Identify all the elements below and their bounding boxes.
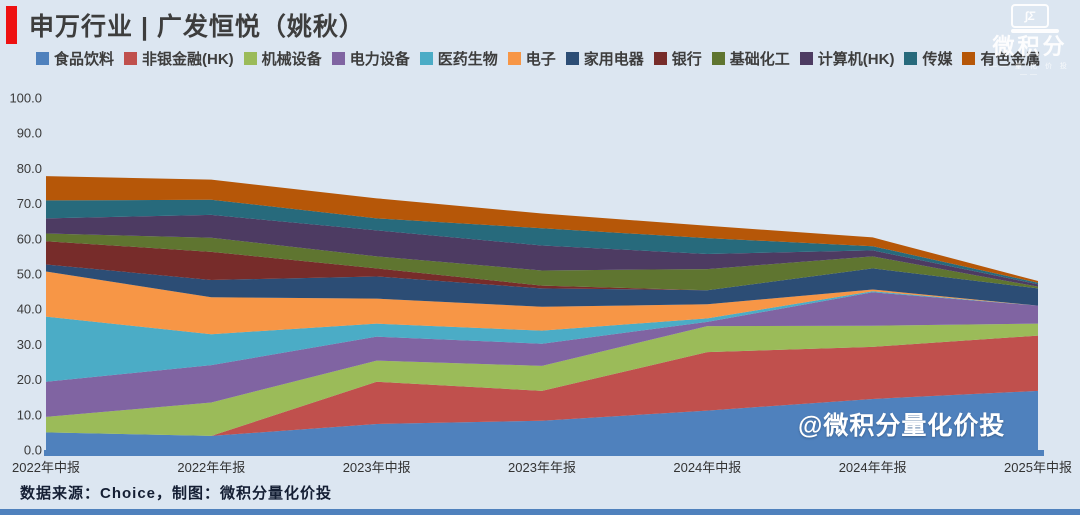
area-band-8 (46, 241, 1038, 291)
legend-label: 银行 (671, 51, 702, 68)
legend-swatch (507, 52, 521, 65)
legend-item: 传媒 (904, 48, 952, 69)
page-title: 申万行业 | 广发恒悦（姚秋） (29, 13, 365, 41)
legend-item: 有色金属 (962, 48, 1040, 69)
x-axis-line (44, 450, 1044, 456)
legend-label: 电力设备 (349, 51, 410, 68)
legend-item: 非银金融(HK) (124, 48, 234, 69)
red-accent-bar (6, 6, 17, 44)
y-axis-tick-label: 0.0 (24, 443, 42, 458)
legend-label: 基础化工 (729, 51, 790, 68)
legend-item: 计算机(HK) (799, 48, 895, 69)
area-band-10 (46, 214, 1038, 287)
legend-swatch (904, 52, 918, 65)
legend-item: 机械设备 (243, 48, 322, 69)
y-axis-tick-label: 50.0 (17, 267, 42, 282)
brand-name: 微积分 (992, 34, 1068, 59)
legend-item: 电力设备 (331, 48, 410, 69)
legend-label: 机械设备 (261, 51, 322, 68)
area-band-12 (46, 176, 1038, 283)
laptop-icon: ∫Σ (1011, 4, 1059, 33)
y-axis-tick-label: 60.0 (17, 231, 42, 246)
area-band-4 (46, 292, 1038, 417)
area-band-1 (46, 390, 1038, 450)
x-axis-tick-label: 2022年中报 (12, 460, 80, 475)
area-band-5 (46, 291, 1038, 382)
watermark-text: @微积分量化价投 (798, 412, 1006, 440)
x-axis-tick-label: 2024年中报 (673, 460, 741, 475)
x-axis-tick-label: 2023年中报 (343, 460, 411, 475)
x-axis-tick-label: 2022年年报 (177, 460, 245, 475)
legend-label: 食品饮料 (54, 51, 115, 68)
area-band-2 (46, 335, 1038, 436)
area-band-9 (46, 233, 1038, 291)
legend-swatch (243, 52, 257, 65)
legend-swatch (565, 52, 579, 65)
area-band-7 (46, 264, 1038, 307)
y-axis-tick-label: 30.0 (17, 337, 42, 352)
legend-swatch (799, 52, 813, 65)
integral-sigma-icon: ∫Σ (1011, 4, 1049, 28)
legend-item: 电子 (507, 48, 556, 69)
legend-item: 医药生物 (419, 48, 498, 69)
legend-swatch (331, 52, 345, 65)
x-axis-tick-label: 2023年年报 (508, 460, 576, 475)
legend-label: 非银金融(HK) (142, 51, 234, 68)
legend-item: 食品饮料 (36, 48, 114, 69)
legend-label: 家用电器 (583, 51, 644, 68)
legend-item: 家用电器 (565, 48, 644, 69)
legend-label: 有色金属 (980, 51, 1041, 68)
legend-swatch (36, 52, 49, 65)
legend-swatch (711, 52, 725, 65)
legend-label: 计算机(HK) (817, 51, 895, 68)
laptop-base (1011, 29, 1059, 33)
y-axis-tick-label: 90.0 (17, 126, 42, 141)
legend-label: 电子 (525, 51, 556, 68)
y-axis-tick-label: 10.0 (17, 407, 42, 422)
y-axis-tick-label: 40.0 (17, 302, 42, 317)
y-axis-tick-label: 100.0 (9, 91, 42, 106)
area-band-11 (46, 199, 1038, 285)
x-axis-tick-label: 2025年中报 (1004, 460, 1072, 475)
x-axis-tick-label: 2024年年报 (839, 460, 907, 475)
title-bar: 申万行业 | 广发恒悦（姚秋） (6, 6, 365, 44)
brand-subtitle: —— 量 化 价 投 —— (990, 63, 1070, 78)
legend-swatch (124, 52, 138, 65)
legend-swatch (419, 52, 433, 65)
y-axis-tick-label: 70.0 (17, 196, 42, 211)
area-band-6 (46, 271, 1038, 335)
brand-logo: ∫Σ 微积分 —— 量 化 价 投 —— (984, 4, 1076, 78)
legend-swatch (653, 52, 667, 65)
data-source-note: 数据来源：Choice，制图：微积分量化价投 (20, 485, 333, 502)
bottom-accent-bar (0, 509, 1080, 515)
area-band-3 (46, 323, 1038, 436)
legend-label: 医药生物 (437, 51, 498, 68)
legend-item: 基础化工 (711, 48, 790, 69)
y-axis-tick-label: 80.0 (17, 161, 42, 176)
legend-swatch (962, 52, 976, 65)
legend-item: 银行 (653, 48, 702, 69)
y-axis-tick-label: 20.0 (17, 372, 42, 387)
chart-legend: 食品饮料 非银金融(HK) 机械设备 电力设备 医药生物 电子 家用电器 银行 基础化工 计算机(… (36, 48, 1046, 69)
legend-label: 传媒 (922, 51, 953, 68)
